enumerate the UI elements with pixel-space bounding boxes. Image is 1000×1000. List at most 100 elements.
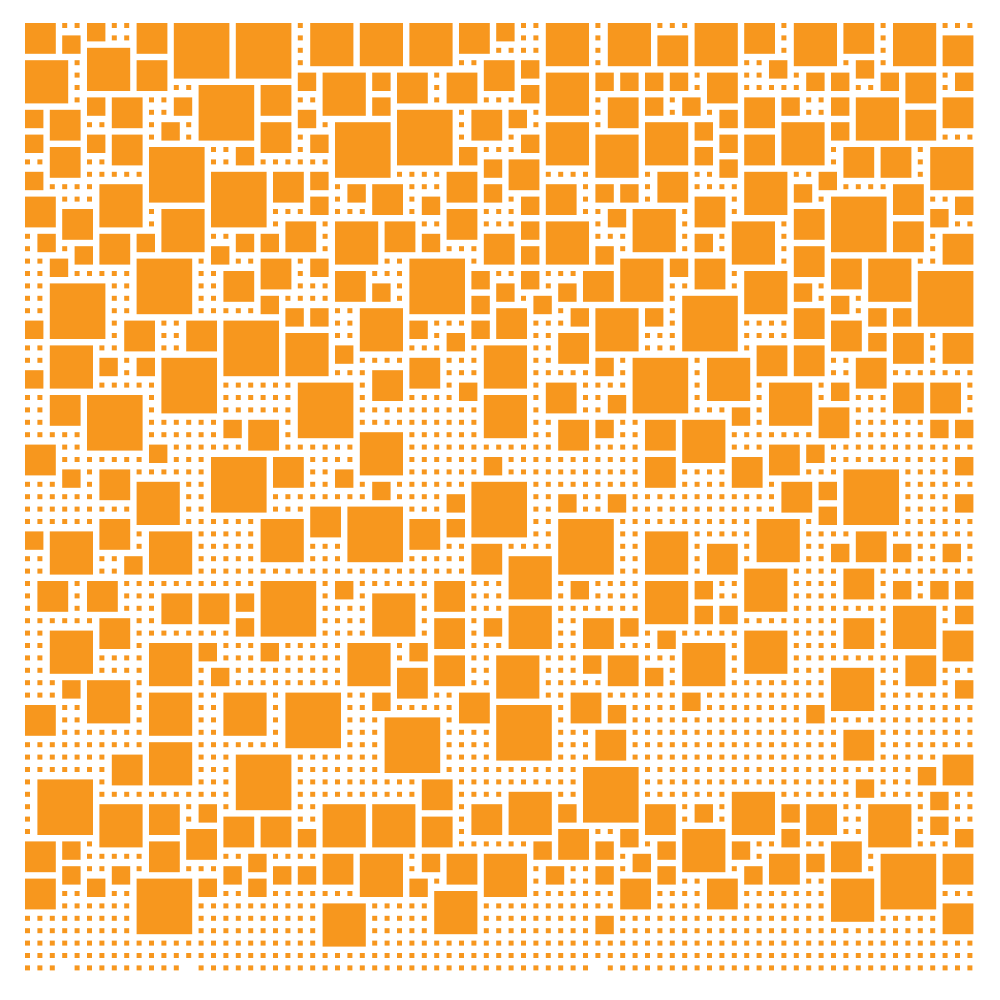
small-square-tile (508, 965, 514, 971)
large-square-tile (496, 283, 515, 302)
small-square-tile (508, 209, 514, 214)
small-square-tile (769, 680, 774, 686)
small-square-tile (496, 643, 502, 648)
small-square-tile (223, 643, 229, 648)
small-square-tile (471, 407, 477, 413)
small-square-tile (87, 965, 92, 971)
small-square-tile (620, 357, 626, 363)
small-square-tile (409, 407, 415, 413)
small-square-tile (669, 915, 675, 921)
small-square-tile (111, 295, 117, 301)
small-square-tile (248, 965, 254, 971)
large-square-tile (62, 35, 81, 54)
small-square-tile (831, 457, 836, 462)
large-square-tile (409, 23, 453, 67)
small-square-tile (645, 506, 650, 512)
small-square-tile (620, 965, 626, 971)
small-square-tile (74, 60, 80, 66)
small-square-tile (657, 953, 663, 958)
small-square-tile (558, 754, 564, 760)
small-square-tile (496, 593, 502, 599)
small-square-tile (335, 196, 340, 202)
small-square-tile (942, 705, 948, 710)
small-square-tile (211, 630, 216, 636)
large-square-tile (955, 457, 974, 476)
small-square-tile (756, 333, 762, 338)
small-square-tile (99, 556, 105, 562)
small-square-tile (694, 915, 700, 921)
small-square-tile (595, 209, 601, 214)
small-square-tile (545, 915, 551, 921)
small-square-tile (669, 692, 675, 698)
small-square-tile (87, 469, 92, 475)
large-square-tile (942, 630, 974, 662)
large-square-tile (335, 345, 354, 364)
large-square-tile (583, 271, 614, 302)
small-square-tile (397, 407, 402, 413)
small-square-tile (880, 928, 886, 934)
small-square-tile (694, 370, 700, 376)
small-square-tile (769, 705, 774, 710)
small-square-tile (632, 953, 638, 958)
small-square-tile (657, 692, 663, 698)
small-square-tile (744, 928, 750, 934)
small-square-tile (843, 184, 849, 190)
large-square-tile (471, 271, 490, 290)
small-square-tile (632, 506, 638, 512)
small-square-tile (173, 419, 179, 425)
small-square-tile (508, 444, 514, 450)
small-square-tile (744, 519, 750, 524)
small-square-tile (496, 47, 502, 53)
large-square-tile (25, 705, 56, 736)
small-square-tile (682, 630, 688, 636)
large-square-tile (942, 543, 961, 563)
small-square-tile (49, 184, 55, 190)
small-square-tile (657, 965, 663, 971)
small-square-tile (831, 965, 836, 971)
small-square-tile (111, 655, 117, 661)
small-square-tile (682, 878, 688, 884)
small-square-tile (62, 184, 68, 190)
small-square-tile (657, 345, 663, 351)
large-square-tile (533, 295, 552, 315)
small-square-tile (731, 667, 737, 673)
small-square-tile (558, 953, 564, 958)
small-square-tile (806, 903, 812, 909)
small-square-tile (248, 915, 254, 921)
large-square-tile (235, 754, 292, 811)
large-square-tile (657, 866, 676, 885)
small-square-tile (756, 779, 762, 785)
small-square-tile (198, 457, 204, 462)
small-square-tile (793, 568, 799, 574)
small-square-tile (471, 754, 477, 760)
small-square-tile (136, 531, 142, 537)
small-square-tile (347, 370, 353, 376)
small-square-tile (731, 705, 737, 710)
small-square-tile (198, 705, 204, 710)
small-square-tile (955, 531, 960, 537)
small-square-tile (793, 667, 799, 673)
small-square-tile (893, 705, 898, 710)
small-square-tile (359, 209, 365, 214)
small-square-tile (74, 271, 80, 276)
small-square-tile (87, 196, 92, 202)
small-square-tile (942, 134, 948, 140)
small-square-tile (421, 953, 427, 958)
small-square-tile (793, 581, 799, 586)
small-square-tile (595, 605, 601, 611)
large-square-tile (843, 729, 875, 761)
small-square-tile (545, 469, 551, 475)
small-square-tile (769, 891, 774, 896)
small-square-tile (99, 866, 105, 872)
small-square-tile (297, 915, 303, 921)
small-square-tile (905, 506, 911, 512)
small-square-tile (397, 655, 402, 661)
large-square-tile (831, 295, 850, 315)
large-square-tile (880, 72, 899, 91)
small-square-tile (521, 779, 526, 785)
small-square-tile (136, 593, 142, 599)
small-square-tile (855, 816, 861, 822)
small-square-tile (694, 940, 700, 946)
large-square-tile (25, 531, 44, 550)
